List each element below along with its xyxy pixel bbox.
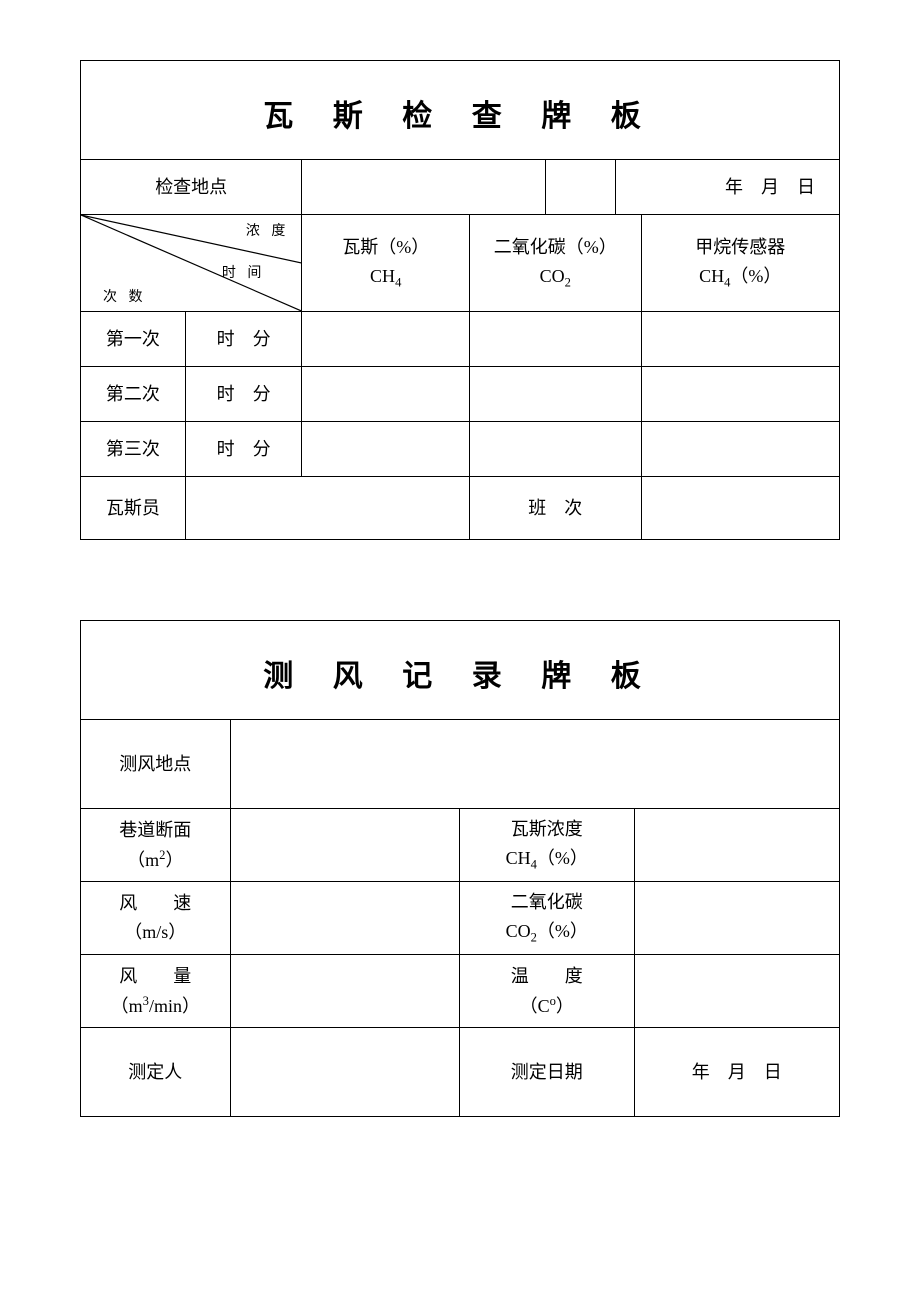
r1-label: 第一次 [81, 312, 186, 366]
r1-sensor [642, 312, 839, 366]
date-year: 年 [725, 173, 743, 202]
r3-time: 时 分 [186, 422, 303, 476]
speed-label: 风 速 （m/s） [81, 882, 231, 954]
gas-conc-label: 瓦斯浓度 CH4（%） [460, 809, 635, 881]
diagonal-header: 浓 度 时 间 次 数 [81, 215, 302, 311]
col-gas: 瓦斯（%） CH4 [302, 215, 470, 311]
col-co2-l1: 二氧化碳（%） [494, 233, 617, 262]
r3-gas [302, 422, 470, 476]
date-day: 日 [797, 173, 815, 202]
wind-loc-label: 测风地点 [81, 720, 231, 808]
wind-record-board: 测 风 记 录 牌 板 测风地点 巷道断面 （m2） 瓦斯浓度 CH4（%） 风… [80, 620, 840, 1117]
shift-value [642, 477, 839, 539]
board2-loc-row: 测风地点 [81, 720, 839, 809]
loc-spacer [546, 160, 616, 214]
r3-sensor [642, 422, 839, 476]
col-co2-l2: CO2 [540, 262, 571, 293]
sect-label: 巷道断面 （m2） [81, 809, 231, 881]
board1-r2: 第二次 时 分 [81, 367, 839, 422]
wind-loc-value [231, 720, 839, 808]
board1-header-row: 浓 度 时 间 次 数 瓦斯（%） CH4 二氧化碳（%） CO2 甲烷传感器 … [81, 215, 839, 312]
sect-value [231, 809, 460, 881]
person-label: 测定人 [81, 1028, 231, 1116]
board1-r1: 第一次 时 分 [81, 312, 839, 367]
co2-label: 二氧化碳 CO2（%） [460, 882, 635, 954]
r2-time: 时 分 [186, 367, 303, 421]
r1-co2 [470, 312, 642, 366]
board2-r2: 风 速 （m/s） 二氧化碳 CO2（%） [81, 882, 839, 955]
col-co2: 二氧化碳（%） CO2 [470, 215, 642, 311]
col-gas-l2: CH4 [370, 262, 401, 293]
col-sensor: 甲烷传感器 CH4（%） [642, 215, 839, 311]
speed-value [231, 882, 460, 954]
r1-time: 时 分 [186, 312, 303, 366]
diag-top: 浓 度 [246, 221, 290, 243]
diag-mid: 时 间 [222, 263, 266, 285]
board2-footer: 测定人 测定日期 年 月 日 [81, 1028, 839, 1116]
r3-label: 第三次 [81, 422, 186, 476]
r2-label: 第二次 [81, 367, 186, 421]
temp-value [635, 955, 839, 1027]
date-month: 月 [761, 173, 779, 202]
board2-title: 测 风 记 录 牌 板 [81, 621, 839, 720]
co2-value [635, 882, 839, 954]
temp-label: 温 度 （Co） [460, 955, 635, 1027]
loc-label: 检查地点 [81, 160, 302, 214]
r3-co2 [470, 422, 642, 476]
vol-label: 风 量 （m3/min） [81, 955, 231, 1027]
r1-gas [302, 312, 470, 366]
date-cell: 年 月 日 [616, 160, 839, 214]
board1-loc-row: 检查地点 年 月 日 [81, 160, 839, 215]
r2-sensor [642, 367, 839, 421]
board2-r3: 风 量 （m3/min） 温 度 （Co） [81, 955, 839, 1028]
inspector-value [186, 477, 470, 539]
diag-bot: 次 数 [103, 287, 147, 309]
board2-r1: 巷道断面 （m2） 瓦斯浓度 CH4（%） [81, 809, 839, 882]
vol-value [231, 955, 460, 1027]
board1-footer: 瓦斯员 班 次 [81, 477, 839, 539]
gas-inspection-board: 瓦 斯 检 查 牌 板 检查地点 年 月 日 浓 度 时 间 次 数 瓦斯（%）… [80, 60, 840, 540]
loc-value [302, 160, 545, 214]
r2-gas [302, 367, 470, 421]
person-value [231, 1028, 460, 1116]
col-gas-l1: 瓦斯（%） [342, 233, 429, 262]
col-sensor-l1: 甲烷传感器 [695, 233, 785, 262]
board1-title: 瓦 斯 检 查 牌 板 [81, 61, 839, 160]
date-label: 测定日期 [460, 1028, 635, 1116]
inspector-label: 瓦斯员 [81, 477, 186, 539]
shift-label: 班 次 [470, 477, 642, 539]
board1-r3: 第三次 时 分 [81, 422, 839, 477]
col-sensor-l2: CH4（%） [699, 262, 781, 293]
gas-conc-value [635, 809, 839, 881]
r2-co2 [470, 367, 642, 421]
date-value: 年 月 日 [635, 1028, 839, 1116]
